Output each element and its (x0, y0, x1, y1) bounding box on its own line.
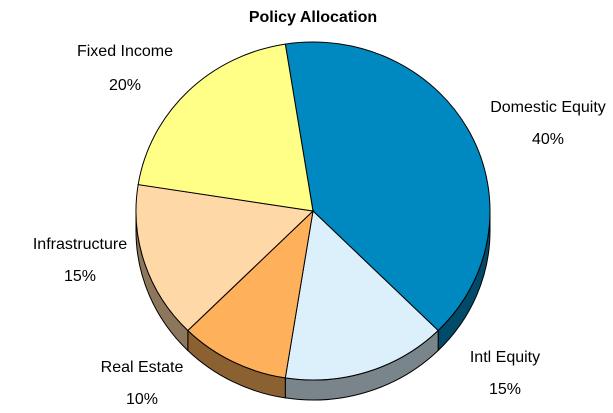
pie-labels: Domestic Equity 40% Intl Equity 15% Real Est… (33, 43, 606, 408)
slice-value-label: 15% (489, 381, 521, 398)
slice-label: Domestic Equity (490, 99, 606, 116)
pie-slice (187, 209, 314, 379)
slice-label: Infrastructure (33, 236, 127, 253)
slice-value-label: 10% (126, 391, 158, 408)
pie-slice (137, 43, 314, 212)
pie-slice (284, 209, 439, 381)
slice-label: Fixed Income (77, 43, 173, 60)
slice-label: Intl Equity (470, 349, 540, 366)
pie-slice (284, 41, 491, 332)
chart-title: Policy Allocation (249, 9, 377, 26)
slice-value-label: 40% (532, 131, 564, 148)
slice-value-label: 15% (64, 268, 96, 285)
pie-tops (135, 41, 491, 381)
pie-slice (135, 183, 315, 332)
slice-value-label: 20% (109, 77, 141, 94)
slice-label: Real Estate (101, 359, 184, 376)
